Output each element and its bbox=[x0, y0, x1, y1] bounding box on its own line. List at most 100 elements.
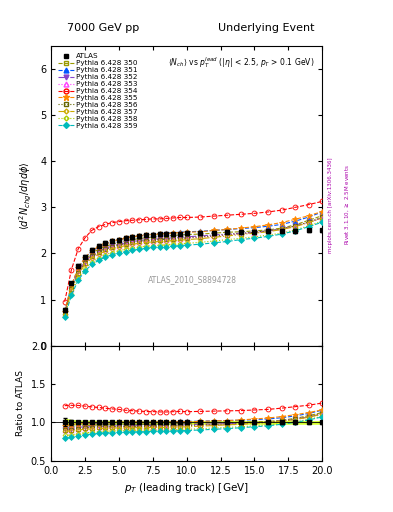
Pythia 6.428 353 bbox=[96, 249, 101, 255]
Pythia 6.428 357 bbox=[96, 251, 101, 257]
Pythia 6.428 354 bbox=[116, 219, 121, 225]
Pythia 6.428 357 bbox=[164, 238, 169, 244]
Pythia 6.428 355 bbox=[293, 216, 298, 222]
Pythia 6.428 352 bbox=[164, 235, 169, 241]
Pythia 6.428 353 bbox=[164, 237, 169, 243]
Pythia 6.428 355 bbox=[178, 229, 182, 236]
Pythia 6.428 359 bbox=[164, 244, 169, 250]
Pythia 6.428 353 bbox=[83, 260, 87, 266]
Pythia 6.428 354 bbox=[211, 213, 216, 219]
Pythia 6.428 352 bbox=[83, 259, 87, 265]
Pythia 6.428 353 bbox=[62, 310, 67, 316]
Pythia 6.428 358 bbox=[123, 246, 128, 252]
Text: $\langle N_{ch}\rangle$ vs $p_T^{lead}$ ($|\eta|$ < 2.5, $p_T$ > 0.1 GeV): $\langle N_{ch}\rangle$ vs $p_T^{lead}$ … bbox=[168, 55, 314, 70]
Pythia 6.428 359 bbox=[137, 246, 141, 252]
Pythia 6.428 354 bbox=[178, 215, 182, 221]
Pythia 6.428 350 bbox=[164, 233, 169, 239]
Pythia 6.428 351 bbox=[151, 231, 155, 237]
Pythia 6.428 357 bbox=[83, 262, 87, 268]
Pythia 6.428 355 bbox=[116, 237, 121, 243]
Pythia 6.428 356 bbox=[96, 249, 101, 255]
Pythia 6.428 353 bbox=[198, 234, 203, 241]
Pythia 6.428 359 bbox=[110, 252, 114, 258]
Pythia 6.428 350 bbox=[178, 232, 182, 238]
Pythia 6.428 356 bbox=[110, 244, 114, 250]
Text: mcplots.cern.ch [arXiv:1306.3436]: mcplots.cern.ch [arXiv:1306.3436] bbox=[328, 157, 333, 252]
Pythia 6.428 355 bbox=[144, 232, 149, 239]
Pythia 6.428 358 bbox=[266, 232, 270, 238]
Pythia 6.428 353 bbox=[157, 237, 162, 243]
Pythia 6.428 350 bbox=[76, 267, 81, 273]
Pythia 6.428 359 bbox=[151, 244, 155, 250]
Pythia 6.428 355 bbox=[184, 229, 189, 236]
Pythia 6.428 352 bbox=[293, 223, 298, 229]
Pythia 6.428 353 bbox=[211, 233, 216, 240]
Line: Pythia 6.428 351: Pythia 6.428 351 bbox=[62, 209, 325, 314]
Pythia 6.428 354 bbox=[198, 214, 203, 220]
Pythia 6.428 359 bbox=[171, 243, 175, 249]
Pythia 6.428 356 bbox=[123, 241, 128, 247]
Pythia 6.428 351 bbox=[279, 221, 284, 227]
Pythia 6.428 359 bbox=[293, 228, 298, 234]
Pythia 6.428 359 bbox=[69, 292, 74, 298]
Pythia 6.428 350 bbox=[103, 244, 108, 250]
Pythia 6.428 358 bbox=[279, 230, 284, 236]
Pythia 6.428 354 bbox=[279, 207, 284, 213]
Pythia 6.428 359 bbox=[76, 277, 81, 283]
Pythia 6.428 352 bbox=[76, 268, 81, 274]
Pythia 6.428 354 bbox=[171, 215, 175, 221]
Pythia 6.428 356 bbox=[198, 234, 203, 240]
Pythia 6.428 356 bbox=[184, 234, 189, 241]
Pythia 6.428 359 bbox=[211, 240, 216, 246]
Pythia 6.428 353 bbox=[76, 270, 81, 276]
Pythia 6.428 352 bbox=[171, 234, 175, 241]
Pythia 6.428 351 bbox=[184, 229, 189, 235]
Pythia 6.428 358 bbox=[76, 275, 81, 281]
Pythia 6.428 357 bbox=[320, 215, 325, 221]
Pythia 6.428 357 bbox=[239, 231, 243, 238]
Pythia 6.428 357 bbox=[279, 226, 284, 232]
Pythia 6.428 353 bbox=[307, 220, 311, 226]
Pythia 6.428 350 bbox=[293, 222, 298, 228]
Pythia 6.428 356 bbox=[164, 236, 169, 242]
Pythia 6.428 351 bbox=[178, 229, 182, 236]
Pythia 6.428 351 bbox=[307, 214, 311, 220]
Pythia 6.428 352 bbox=[123, 240, 128, 246]
Line: Pythia 6.428 357: Pythia 6.428 357 bbox=[63, 216, 324, 315]
Pythia 6.428 353 bbox=[239, 231, 243, 237]
Pythia 6.428 354 bbox=[164, 216, 169, 222]
Pythia 6.428 354 bbox=[110, 220, 114, 226]
Pythia 6.428 352 bbox=[62, 310, 67, 316]
Pythia 6.428 350 bbox=[116, 239, 121, 245]
Pythia 6.428 356 bbox=[225, 231, 230, 238]
Pythia 6.428 350 bbox=[307, 217, 311, 223]
Pythia 6.428 356 bbox=[137, 239, 141, 245]
Pythia 6.428 353 bbox=[225, 232, 230, 238]
Line: Pythia 6.428 358: Pythia 6.428 358 bbox=[63, 220, 324, 317]
Pythia 6.428 358 bbox=[83, 266, 87, 272]
Pythia 6.428 358 bbox=[239, 235, 243, 241]
Pythia 6.428 354 bbox=[157, 216, 162, 222]
Pythia 6.428 359 bbox=[279, 231, 284, 237]
Pythia 6.428 350 bbox=[137, 236, 141, 242]
Pythia 6.428 358 bbox=[252, 234, 257, 240]
Pythia 6.428 355 bbox=[83, 254, 87, 261]
Pythia 6.428 359 bbox=[184, 242, 189, 248]
Pythia 6.428 352 bbox=[198, 233, 203, 239]
Pythia 6.428 357 bbox=[62, 311, 67, 317]
Pythia 6.428 358 bbox=[96, 255, 101, 261]
Pythia 6.428 357 bbox=[144, 239, 149, 245]
Pythia 6.428 359 bbox=[83, 268, 87, 274]
Pythia 6.428 357 bbox=[178, 237, 182, 243]
Pythia 6.428 359 bbox=[307, 224, 311, 230]
Pythia 6.428 352 bbox=[225, 231, 230, 237]
Pythia 6.428 357 bbox=[110, 246, 114, 252]
Pythia 6.428 351 bbox=[110, 239, 114, 245]
Pythia 6.428 357 bbox=[252, 230, 257, 236]
Pythia 6.428 355 bbox=[225, 226, 230, 232]
Pythia 6.428 350 bbox=[279, 225, 284, 231]
Pythia 6.428 355 bbox=[307, 212, 311, 219]
Pythia 6.428 357 bbox=[116, 244, 121, 250]
Pythia 6.428 356 bbox=[293, 223, 298, 229]
Pythia 6.428 357 bbox=[198, 236, 203, 242]
